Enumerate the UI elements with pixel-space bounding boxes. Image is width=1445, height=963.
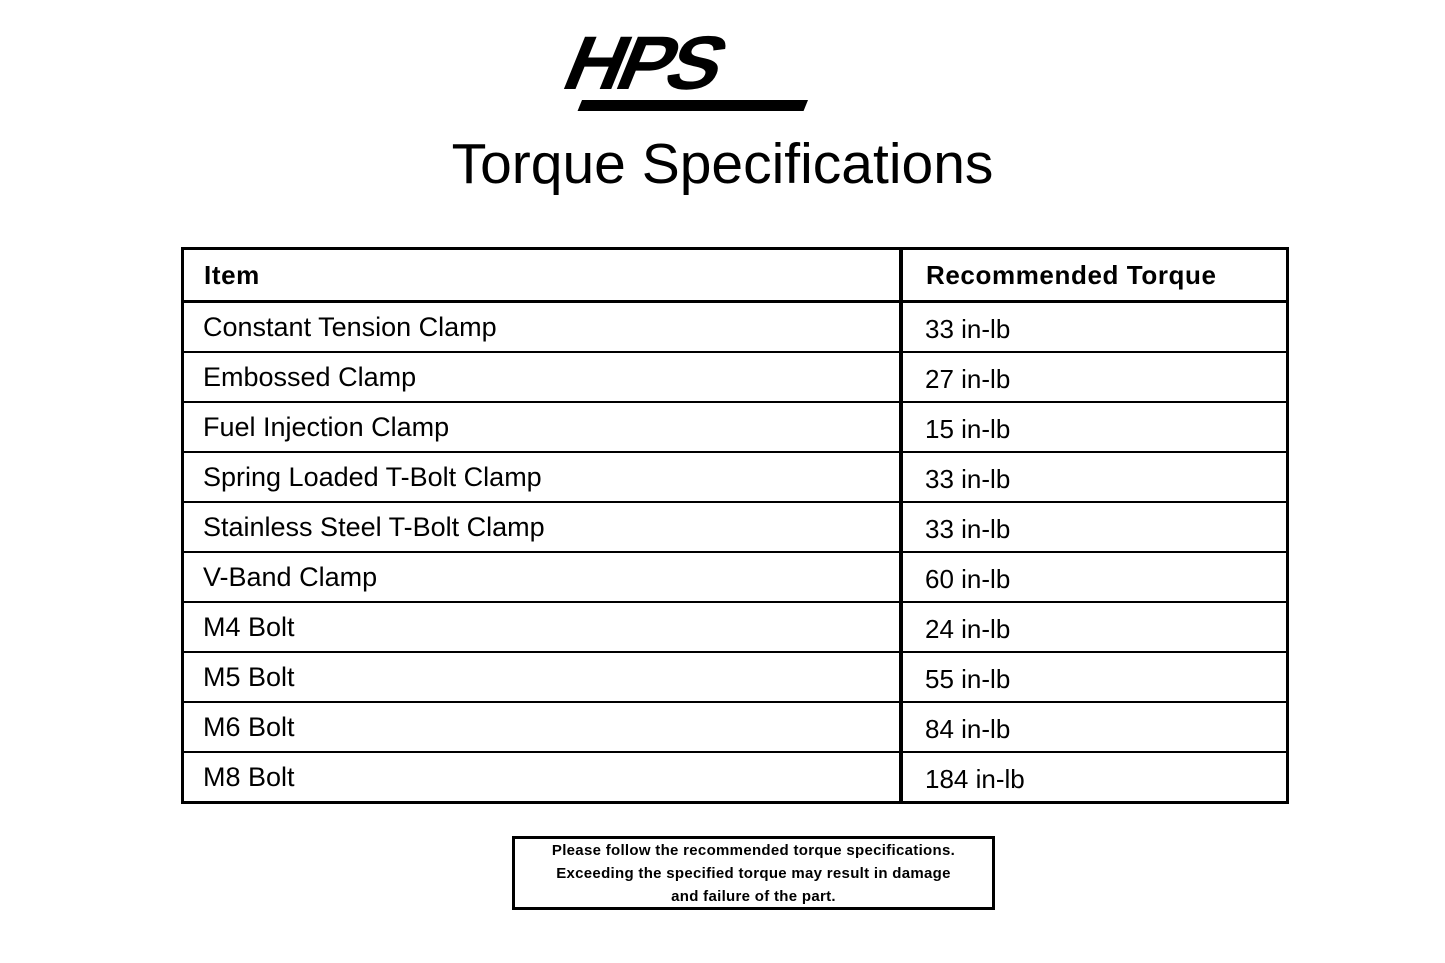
cell-item: Constant Tension Clamp bbox=[184, 303, 903, 351]
table-header-row: Item Recommended Torque bbox=[184, 250, 1286, 303]
torque-specifications-table: Item Recommended Torque Constant Tension… bbox=[181, 247, 1289, 804]
cell-item: Fuel Injection Clamp bbox=[184, 403, 903, 451]
table-row: V-Band Clamp 60 in-lb bbox=[184, 553, 1286, 603]
cell-torque: 60 in-lb bbox=[925, 563, 1011, 594]
cell-torque: 184 in-lb bbox=[925, 763, 1025, 794]
cell-torque: 55 in-lb bbox=[925, 663, 1011, 694]
cell-item: Stainless Steel T-Bolt Clamp bbox=[184, 503, 903, 551]
note-line: Exceeding the specified torque may resul… bbox=[556, 865, 951, 882]
table-row: Constant Tension Clamp 33 in-lb bbox=[184, 303, 1286, 353]
note-line: Please follow the recommended torque spe… bbox=[551, 842, 956, 859]
page-title: Torque Specifications bbox=[451, 132, 994, 196]
column-header-recommended-torque: Recommended Torque bbox=[926, 259, 1217, 290]
cell-torque: 15 in-lb bbox=[925, 413, 1011, 444]
hps-logo-wordmark: HPS bbox=[551, 21, 736, 106]
cell-item: M8 Bolt bbox=[184, 753, 903, 801]
hps-logo: HPS bbox=[552, 21, 858, 116]
table-row: Fuel Injection Clamp 15 in-lb bbox=[184, 403, 1286, 453]
table-row: M4 Bolt 24 in-lb bbox=[184, 603, 1286, 653]
logo-header: HPS bbox=[0, 21, 1445, 116]
cell-item: M5 Bolt bbox=[184, 653, 903, 701]
hps-logo-underline-bar bbox=[577, 100, 808, 111]
note-line: and failure of the part. bbox=[671, 888, 836, 905]
cell-item: M4 Bolt bbox=[184, 603, 903, 651]
table-row: Stainless Steel T-Bolt Clamp 33 in-lb bbox=[184, 503, 1286, 553]
cell-torque: 33 in-lb bbox=[925, 463, 1011, 494]
cell-torque: 33 in-lb bbox=[925, 513, 1011, 544]
cell-torque: 33 in-lb bbox=[925, 313, 1011, 344]
cell-item: Embossed Clamp bbox=[184, 353, 903, 401]
table-row: M8 Bolt 184 in-lb bbox=[184, 753, 1286, 801]
table-row: Embossed Clamp 27 in-lb bbox=[184, 353, 1286, 403]
table-row: Spring Loaded T-Bolt Clamp 33 in-lb bbox=[184, 453, 1286, 503]
table-row: M5 Bolt 55 in-lb bbox=[184, 653, 1286, 703]
cell-item: Spring Loaded T-Bolt Clamp bbox=[184, 453, 903, 501]
cell-item: V-Band Clamp bbox=[184, 553, 903, 601]
cell-torque: 84 in-lb bbox=[925, 713, 1011, 744]
warning-note-box: Please follow the recommended torque spe… bbox=[512, 836, 995, 910]
table-row: M6 Bolt 84 in-lb bbox=[184, 703, 1286, 753]
cell-torque: 24 in-lb bbox=[925, 613, 1011, 644]
column-header-item: Item bbox=[184, 250, 903, 300]
cell-torque: 27 in-lb bbox=[925, 363, 1011, 394]
cell-item: M6 Bolt bbox=[184, 703, 903, 751]
